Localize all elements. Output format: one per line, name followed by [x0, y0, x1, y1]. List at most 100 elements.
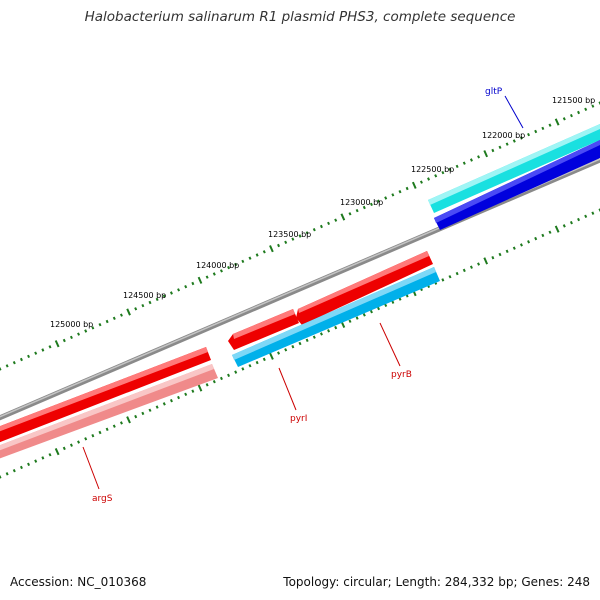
outer-tick-minor — [291, 237, 295, 241]
outer-tick-minor — [455, 164, 459, 169]
outer-tick-minor — [191, 281, 195, 286]
outer-tick-ring — [0, 101, 600, 371]
inner-tick-minor — [355, 316, 359, 320]
inner-tick-minor — [569, 221, 573, 225]
outer-tick-minor — [541, 126, 545, 131]
inner-tick-minor — [205, 383, 209, 387]
inner-tick-minor — [119, 421, 123, 425]
inner-tick-major — [269, 352, 274, 360]
inner-tick-minor — [255, 360, 259, 365]
inner-tick-minor — [312, 335, 316, 339]
gene-blue[interactable] — [434, 140, 600, 230]
inner-tick-minor — [369, 310, 373, 314]
gene-label-pyrI[interactable]: pyrI — [278, 367, 307, 424]
inner-tick-minor — [441, 278, 445, 282]
gene-label-gltP[interactable]: gltP — [485, 87, 524, 129]
gene-red-upper-left[interactable] — [228, 309, 299, 350]
inner-tick-minor — [169, 399, 173, 403]
inner-tick-minor — [334, 325, 338, 330]
gene-label-argS[interactable]: argS — [82, 446, 113, 504]
gene-red-left[interactable] — [0, 347, 211, 446]
inner-tick-minor — [241, 367, 245, 371]
inner-tick-minor — [298, 341, 302, 346]
outer-tick-minor — [98, 322, 102, 327]
inner-tick-minor — [391, 300, 395, 304]
outer-tick-minor — [5, 364, 9, 368]
inner-tick-minor — [112, 424, 116, 428]
inner-tick-minor — [319, 332, 323, 336]
outer-tick-minor — [427, 177, 431, 181]
inner-tick-major — [554, 225, 560, 233]
outer-tick-minor — [405, 186, 409, 191]
svg-text:pyrB: pyrB — [391, 370, 412, 380]
outer-tick-minor — [505, 142, 509, 146]
svg-text:argS: argS — [92, 494, 113, 504]
outer-tick-minor — [398, 189, 402, 194]
outer-tick-major — [126, 308, 131, 316]
outer-tick-minor — [134, 307, 138, 311]
outer-tick-minor — [69, 335, 73, 340]
inner-tick-minor — [84, 437, 88, 441]
outer-tick-minor — [205, 275, 209, 279]
inner-tick-minor — [5, 472, 9, 476]
svg-text:pyrI: pyrI — [290, 414, 307, 424]
inner-tick-major — [197, 384, 203, 392]
outer-tick-minor — [312, 227, 316, 232]
outer-tick-minor — [498, 145, 502, 150]
outer-tick-minor — [277, 243, 281, 248]
inner-tick-minor — [98, 430, 102, 435]
outer-tick-minor — [169, 291, 173, 295]
inner-tick-minor — [177, 395, 181, 400]
inner-tick-minor — [277, 351, 281, 355]
bp-label-123500: 123500 bp — [268, 230, 311, 239]
outer-tick-minor — [584, 107, 588, 112]
inner-tick-major — [126, 416, 131, 424]
inner-tick-minor — [191, 389, 195, 393]
svg-text:gltP: gltP — [485, 87, 503, 97]
outer-tick-major — [197, 276, 203, 284]
outer-tick-minor — [34, 351, 38, 355]
outer-tick-major — [340, 213, 346, 221]
gene-label-pyrB[interactable]: pyrB — [379, 322, 412, 380]
gene-lightblue-pyrB-pyrI[interactable] — [232, 267, 440, 367]
outer-tick-minor — [19, 357, 23, 362]
bp-label-124500: 124500 bp — [123, 291, 166, 300]
outer-tick-minor — [298, 234, 302, 238]
gene-pink-argS[interactable] — [0, 364, 218, 462]
outer-tick-minor — [519, 136, 523, 140]
inner-tick-minor — [527, 240, 531, 244]
outer-tick-minor — [227, 265, 231, 270]
outer-tick-minor — [177, 288, 181, 292]
inner-tick-minor — [212, 379, 216, 384]
outer-tick-minor — [27, 354, 31, 359]
outer-tick-minor — [384, 196, 388, 200]
inner-tick-minor — [91, 434, 95, 438]
gene-cyan-top[interactable] — [428, 124, 600, 213]
inner-tick-minor — [512, 246, 516, 250]
inner-tick-minor — [162, 402, 166, 406]
inner-tick-minor — [105, 427, 109, 431]
outer-tick-minor — [262, 250, 266, 254]
inner-tick-minor — [455, 271, 459, 276]
inner-tick-minor — [12, 468, 16, 473]
inner-tick-minor — [34, 459, 38, 463]
outer-tick-minor — [48, 345, 52, 349]
outer-tick-minor — [562, 117, 566, 121]
outer-tick-minor — [119, 313, 123, 317]
inner-tick-minor — [591, 211, 595, 215]
inner-tick-ring — [0, 208, 600, 479]
inner-tick-major — [54, 447, 60, 456]
inner-tick-minor — [498, 252, 502, 257]
outer-tick-minor — [62, 338, 66, 343]
inner-tick-minor — [184, 392, 188, 397]
outer-tick-minor — [112, 316, 116, 321]
inner-tick-minor — [19, 465, 23, 470]
outer-tick-minor — [577, 110, 581, 115]
outer-tick-major — [554, 118, 560, 126]
outer-tick-minor — [148, 300, 152, 305]
outer-tick-minor — [469, 158, 473, 162]
outer-tick-minor — [162, 294, 166, 298]
inner-tick-minor — [248, 364, 252, 368]
gene-red-upper-right[interactable] — [296, 251, 433, 325]
